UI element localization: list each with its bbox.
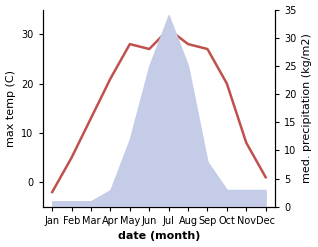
- X-axis label: date (month): date (month): [118, 231, 200, 242]
- Y-axis label: med. precipitation (kg/m2): med. precipitation (kg/m2): [302, 33, 313, 183]
- Y-axis label: max temp (C): max temp (C): [5, 70, 16, 147]
